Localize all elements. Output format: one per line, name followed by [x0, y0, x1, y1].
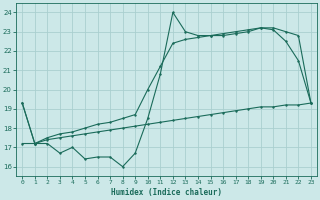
X-axis label: Humidex (Indice chaleur): Humidex (Indice chaleur) [111, 188, 222, 197]
